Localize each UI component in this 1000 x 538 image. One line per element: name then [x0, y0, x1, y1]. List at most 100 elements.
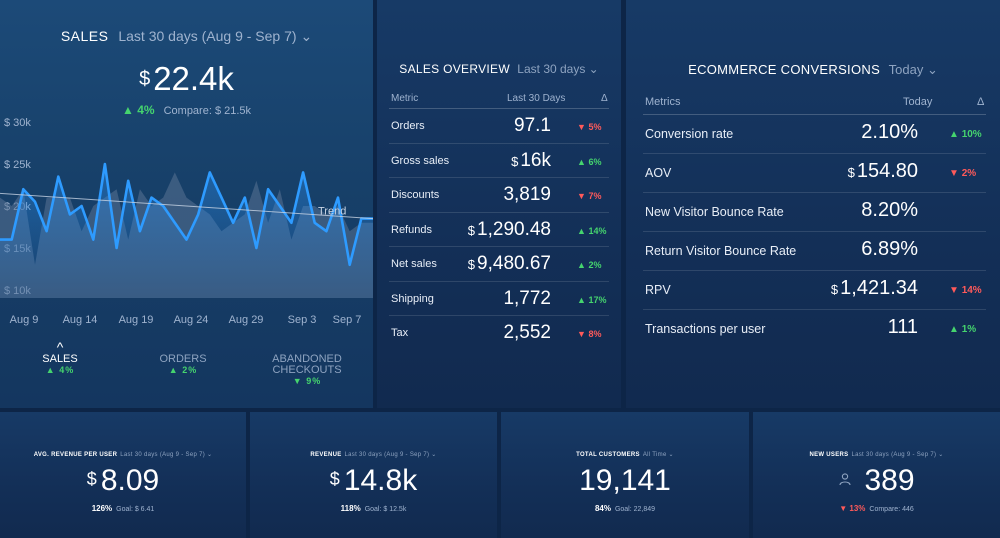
kpi-goal-text: Goal: 22,849	[614, 506, 656, 513]
down-arrow-icon: ▼	[292, 376, 303, 386]
x-tick-label: Aug 29	[229, 314, 264, 326]
overview-col-period: Last 30 Days	[507, 93, 566, 104]
change-pct: 2%	[961, 168, 977, 179]
value-text: 8.20%	[861, 199, 918, 221]
up-arrow-icon: ▲	[121, 103, 134, 117]
tab-abandoned-label-1: ABANDONED	[272, 353, 342, 365]
ecom-metric-change: ▲ 1%	[949, 324, 976, 335]
sales-change: ▲ 4%	[122, 103, 155, 117]
kpi-range-dropdown[interactable]: All Time ⌄	[642, 452, 674, 458]
overview-metric-change: ▼ 7%	[577, 191, 601, 201]
overview-row: Discounts 3,819 ▼ 7%	[389, 177, 609, 212]
overview-metric-value: 3,819	[501, 184, 551, 206]
kpi-title-text: AVG. REVENUE PER USER	[33, 452, 118, 458]
kpi-value-text: 389	[864, 464, 915, 497]
currency-symbol: $	[467, 222, 476, 238]
overview-row: Gross sales $16k ▲ 6%	[389, 142, 609, 178]
tab-sales-label: SALES	[42, 353, 78, 365]
value-text: 16k	[520, 149, 551, 171]
currency-symbol: $	[847, 165, 855, 180]
ecom-range-dropdown[interactable]: Today ⌄	[888, 62, 938, 77]
tab-sales[interactable]: ^ SALES ▲ 4%	[30, 339, 90, 376]
kpi-goal-text: Goal: $ 12.5k	[364, 506, 407, 513]
down-arrow-icon: ▼	[949, 285, 959, 296]
overview-row: Shipping 1,772 ▲ 17%	[389, 280, 609, 316]
trend-line	[0, 192, 373, 220]
overview-metric-change: ▲ 2%	[577, 260, 601, 270]
tab-sales-pct: 4%	[59, 365, 75, 375]
x-tick-label: Aug 14	[63, 314, 98, 326]
change-pct: 2%	[588, 260, 602, 270]
ecom-metric-value: $154.80	[848, 160, 918, 183]
sales-panel: SALES Last 30 days (Aug 9 - Sep 7) ⌄ $22…	[0, 0, 373, 408]
overview-metric-label: Discounts	[391, 189, 440, 201]
ecom-row: AOV $154.80 ▼ 2%	[643, 153, 986, 192]
tab-orders[interactable]: ORDERS ▲ 2%	[148, 354, 218, 376]
up-arrow-icon: ▲	[949, 324, 959, 335]
ecom-metric-label: Transactions per user	[645, 322, 766, 336]
overview-metric-change: ▼ 5%	[577, 122, 601, 132]
overview-header: SALES OVERVIEW Last 30 days ⌄	[377, 62, 621, 76]
overview-metric-value: 2,552	[501, 322, 551, 344]
ecom-col-period: Today	[903, 96, 933, 108]
ecom-col-delta: Δ	[977, 96, 985, 108]
up-arrow-icon: ▲	[577, 225, 586, 236]
value-text: 1,772	[503, 287, 551, 309]
overview-metric-change: ▲ 6%	[577, 157, 601, 167]
kpi-new-users: NEW USERS Last 30 days (Aug 9 - Sep 7) ⌄ …	[753, 412, 1000, 538]
kpi-range-dropdown[interactable]: Last 30 days (Aug 9 - Sep 7) ⌄	[851, 452, 944, 458]
current-period-area	[0, 164, 373, 298]
kpi-range-dropdown[interactable]: Last 30 days (Aug 9 - Sep 7) ⌄	[344, 452, 437, 458]
change-pct: 6%	[588, 156, 602, 167]
change-pct: 14%	[588, 225, 607, 236]
overview-metric-value: $9,480.67	[468, 253, 551, 275]
down-arrow-icon: ▼	[577, 329, 586, 339]
tab-orders-label: ORDERS	[159, 353, 207, 365]
down-arrow-icon: ▼	[577, 122, 586, 132]
kpi-change-pct: 13%	[849, 504, 866, 513]
kpi-compare-text: Compare: 446	[869, 506, 914, 513]
overview-metric-label: Tax	[391, 327, 409, 339]
overview-metric-change: ▲ 17%	[577, 295, 606, 305]
x-tick-label: Sep 7	[333, 314, 362, 326]
kpi-currency: $	[86, 469, 97, 489]
ecom-metric-label: Return Visitor Bounce Rate	[645, 244, 797, 258]
tab-abandoned-pct: 9%	[306, 376, 322, 386]
value-text: 2.10%	[861, 121, 918, 143]
x-tick-label: Sep 3	[288, 314, 317, 326]
ecom-header: ECOMMERCE CONVERSIONS Today ⌄	[626, 62, 1000, 78]
overview-metric-label: Refunds	[391, 223, 432, 236]
overview-title: SALES OVERVIEW	[399, 62, 510, 76]
kpi-compare: ▼ 13% Compare: 446	[753, 504, 1000, 513]
value-text: 111	[887, 316, 918, 338]
change-pct: 17%	[588, 294, 607, 305]
kpi-value: $14.8k	[250, 464, 497, 498]
down-arrow-icon: ▼	[577, 191, 586, 201]
trend-label: Trend	[318, 206, 346, 218]
sales-overview-panel: SALES OVERVIEW Last 30 days ⌄ Metric Las…	[377, 0, 621, 408]
chevron-up-icon: ^	[56, 339, 64, 355]
y-tick-label: $ 30k	[4, 117, 31, 129]
tab-orders-pct: 2%	[182, 365, 198, 375]
kpi-range-dropdown[interactable]: Last 30 days (Aug 9 - Sep 7) ⌄	[120, 452, 213, 458]
value-text: 1,421.34	[840, 277, 918, 299]
sales-value: $22.4k	[0, 60, 373, 98]
ecom-row: New Visitor Bounce Rate 8.20%	[643, 192, 986, 231]
kpi-change: ▼ 13%	[839, 504, 865, 513]
tab-abandoned-change: ▼ 9%	[262, 376, 352, 387]
overview-metric-label: Gross sales	[391, 154, 450, 167]
ecom-metric-value: 2.10%	[859, 121, 918, 144]
kpi-title: AVG. REVENUE PER USER Last 30 days (Aug 9…	[0, 451, 246, 458]
tab-abandoned-checkouts[interactable]: ABANDONED CHECKOUTS ▼ 9%	[262, 354, 352, 387]
sales-compare-text: Compare: $ 21.5k	[163, 105, 252, 117]
ecom-metric-value: 8.20%	[859, 199, 918, 222]
value-text: 154.80	[856, 160, 918, 182]
ecom-row: RPV $1,421.34 ▼ 14%	[643, 270, 986, 309]
kpi-goal-pct: 84%	[594, 504, 611, 513]
overview-range-dropdown[interactable]: Last 30 days ⌄	[517, 62, 599, 76]
sales-range-dropdown[interactable]: Last 30 days (Aug 9 - Sep 7) ⌄	[118, 28, 313, 44]
kpi-currency: $	[329, 469, 340, 489]
change-pct: 8%	[588, 329, 602, 339]
kpi-goal: 118% Goal: $ 12.5k	[250, 504, 497, 513]
